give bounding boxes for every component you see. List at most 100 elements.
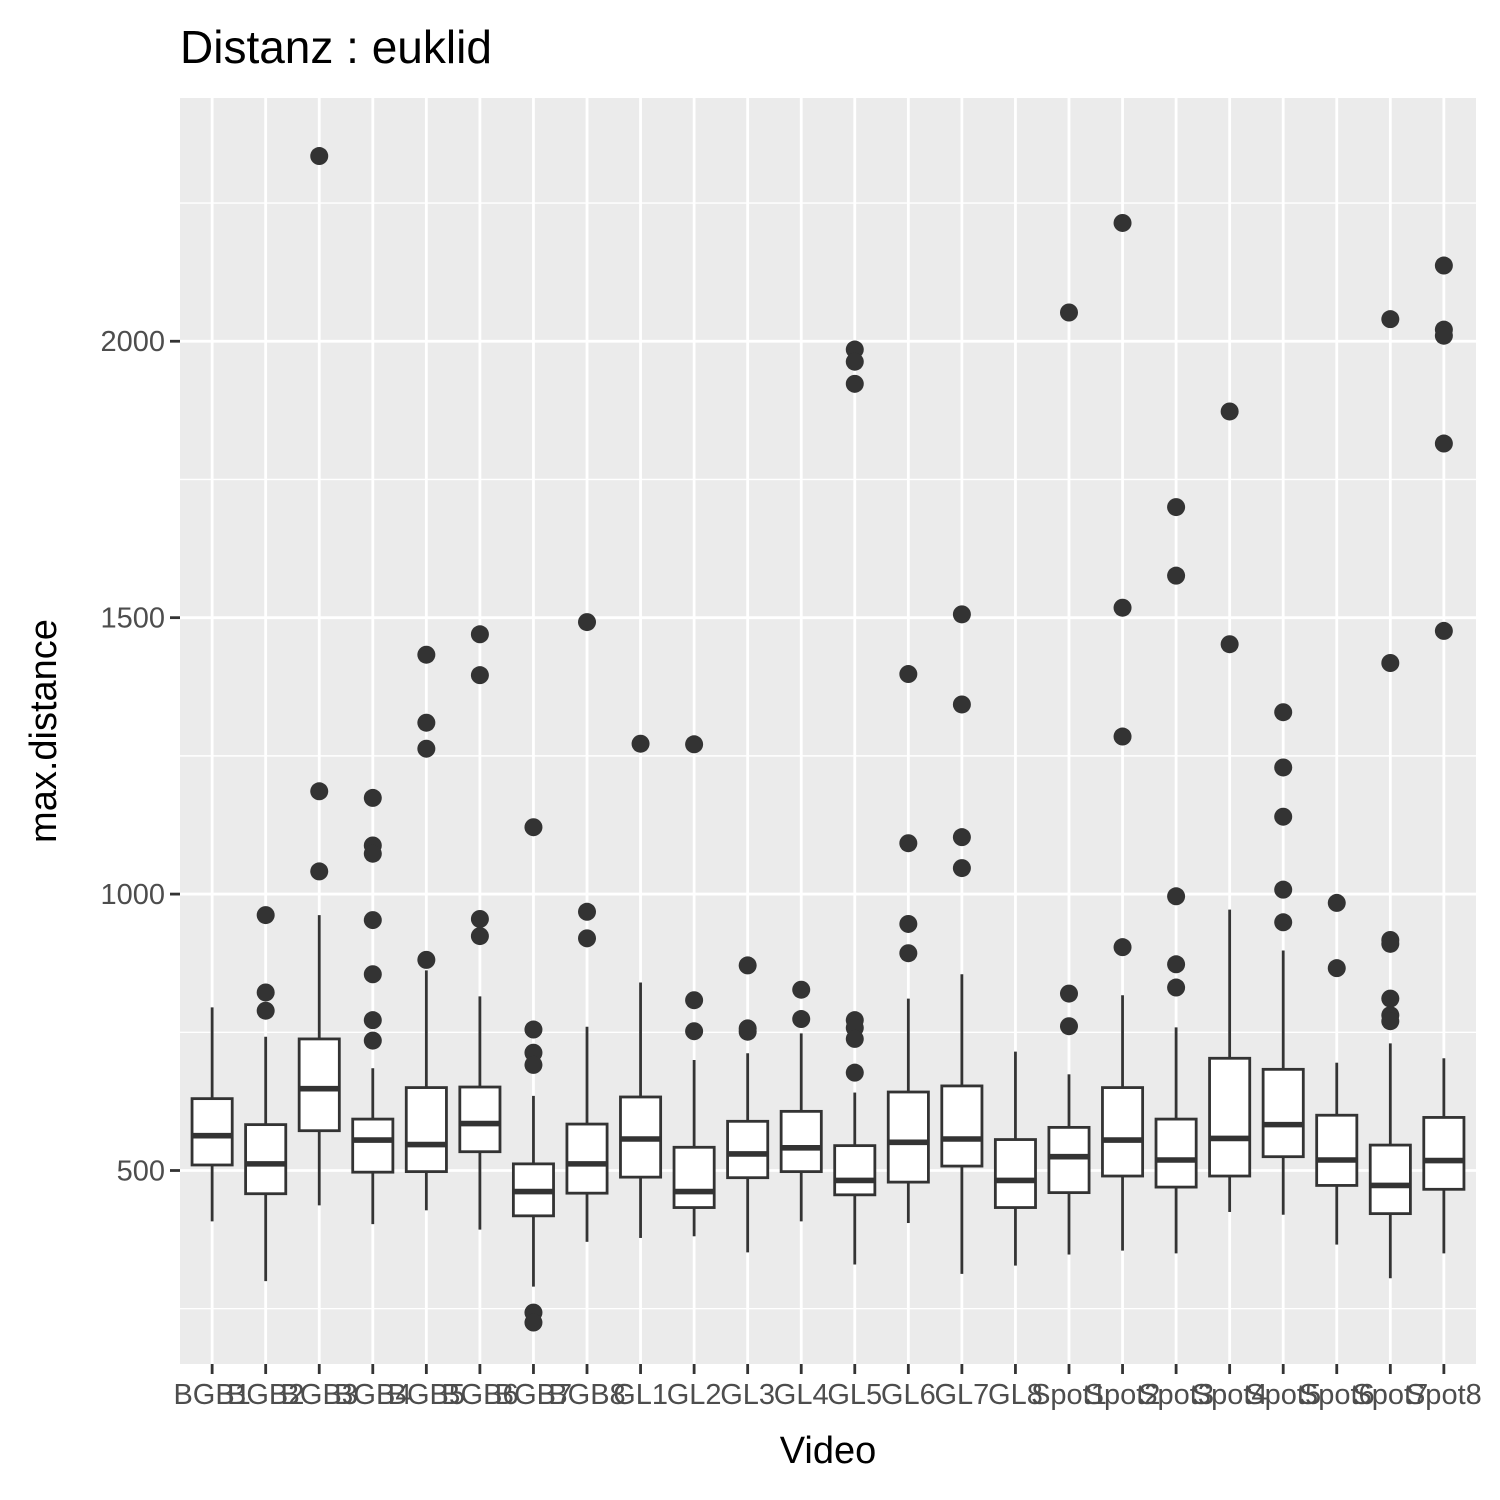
outlier-point <box>524 818 543 837</box>
outlier-point <box>256 1001 275 1020</box>
box-gl1 <box>619 734 663 1238</box>
outlier-point <box>1274 703 1293 722</box>
outlier-point <box>578 929 597 948</box>
outlier-point <box>1274 807 1293 826</box>
outlier-point <box>524 1055 543 1074</box>
outlier-point <box>1327 959 1346 978</box>
box-spot8 <box>1422 256 1466 1254</box>
outlier-point <box>845 1029 864 1048</box>
outlier-point <box>738 956 757 975</box>
x-tick-label: BGB4 <box>334 1379 411 1411</box>
y-tick-label: 500 <box>117 1156 165 1188</box>
outlier-point <box>845 1063 864 1082</box>
y-axis-title: max.distance <box>23 619 65 843</box>
x-tick-label: GL5 <box>827 1379 882 1411</box>
x-tick-label: BGB5 <box>388 1379 465 1411</box>
box-spot3 <box>1154 498 1198 1254</box>
outlier-point <box>1381 989 1400 1008</box>
chart-title: Distanz : euklid <box>180 21 492 73</box>
outlier-point <box>1434 256 1453 275</box>
box-spot2 <box>1101 213 1145 1251</box>
iqr-box <box>672 1145 716 1209</box>
outlier-point <box>1167 566 1186 585</box>
outlier-point <box>685 735 704 754</box>
box-bgb1 <box>190 1007 234 1222</box>
iqr-box <box>833 1144 877 1197</box>
outlier-point <box>1434 621 1453 640</box>
x-tick-label: Spot7 <box>1352 1379 1428 1411</box>
outlier-point <box>845 352 864 371</box>
outlier-point <box>363 844 382 863</box>
outlier-point <box>1167 955 1186 974</box>
iqr-box <box>940 1084 984 1168</box>
iqr-box <box>404 1086 448 1174</box>
outlier-point <box>899 665 918 684</box>
outlier-point <box>1059 303 1078 322</box>
box-bgb7 <box>511 818 555 1332</box>
outlier-point <box>845 374 864 393</box>
box-spot1 <box>1047 303 1091 1255</box>
outlier-point <box>899 944 918 963</box>
box-series <box>190 147 1466 1332</box>
x-tick-label: BGB2 <box>227 1379 304 1411</box>
outlier-point <box>363 965 382 984</box>
x-tick-label: GL2 <box>667 1379 722 1411</box>
outlier-point <box>470 927 489 946</box>
iqr-box <box>1422 1116 1466 1191</box>
iqr-box <box>993 1138 1037 1209</box>
box-bgb3 <box>297 147 341 1206</box>
outlier-point <box>952 859 971 878</box>
box-gl6 <box>886 665 930 1224</box>
x-tick-label: BGB1 <box>173 1379 250 1411</box>
outlier-point <box>524 1313 543 1332</box>
outlier-point <box>1434 326 1453 345</box>
minor-gridlines <box>180 202 1476 1310</box>
x-tick-label: Spot3 <box>1138 1379 1214 1411</box>
iqr-box <box>1101 1086 1145 1178</box>
x-tick-label: GL7 <box>934 1379 989 1411</box>
y-tick-label: 1500 <box>100 603 165 635</box>
x-tick-label: Spot1 <box>1031 1379 1107 1411</box>
outlier-point <box>310 147 329 166</box>
iqr-box <box>779 1109 823 1174</box>
outlier-point <box>1381 310 1400 329</box>
outlier-point <box>1113 213 1132 232</box>
outlier-point <box>1327 893 1346 912</box>
outlier-point <box>310 782 329 801</box>
x-tick-label: BGB6 <box>441 1379 518 1411</box>
x-axis-title: Video <box>780 1430 877 1472</box>
iqr-box <box>351 1117 395 1174</box>
outlier-point <box>1220 635 1239 654</box>
box-bgb4 <box>351 788 395 1225</box>
plot-panel <box>180 98 1476 1364</box>
outlier-point <box>792 980 811 999</box>
outlier-point <box>1167 887 1186 906</box>
outlier-point <box>470 625 489 644</box>
outlier-point <box>578 613 597 632</box>
y-axis: 500 1000 1500 2000 <box>100 326 180 1188</box>
outlier-point <box>899 834 918 853</box>
x-tick-label: Spot2 <box>1085 1379 1161 1411</box>
box-gl8 <box>993 1051 1037 1266</box>
iqr-box <box>244 1123 288 1196</box>
outlier-point <box>1434 434 1453 453</box>
x-tick-label: BGB8 <box>548 1379 625 1411</box>
outlier-point <box>1113 727 1132 746</box>
iqr-box <box>1315 1113 1359 1187</box>
outlier-point <box>578 902 597 921</box>
outlier-point <box>417 713 436 732</box>
outlier-point <box>952 828 971 847</box>
iqr-box <box>1154 1117 1198 1189</box>
box-bgb6 <box>458 625 502 1230</box>
outlier-point <box>631 734 650 753</box>
x-tick-label: Spot8 <box>1406 1379 1482 1411</box>
x-tick-label: GL3 <box>720 1379 775 1411</box>
iqr-box <box>297 1037 341 1133</box>
outlier-point <box>524 1020 543 1039</box>
iqr-box <box>565 1122 609 1195</box>
outlier-point <box>363 1011 382 1030</box>
outlier-point <box>952 605 971 624</box>
outlier-point <box>470 909 489 928</box>
box-gl5 <box>833 340 877 1265</box>
